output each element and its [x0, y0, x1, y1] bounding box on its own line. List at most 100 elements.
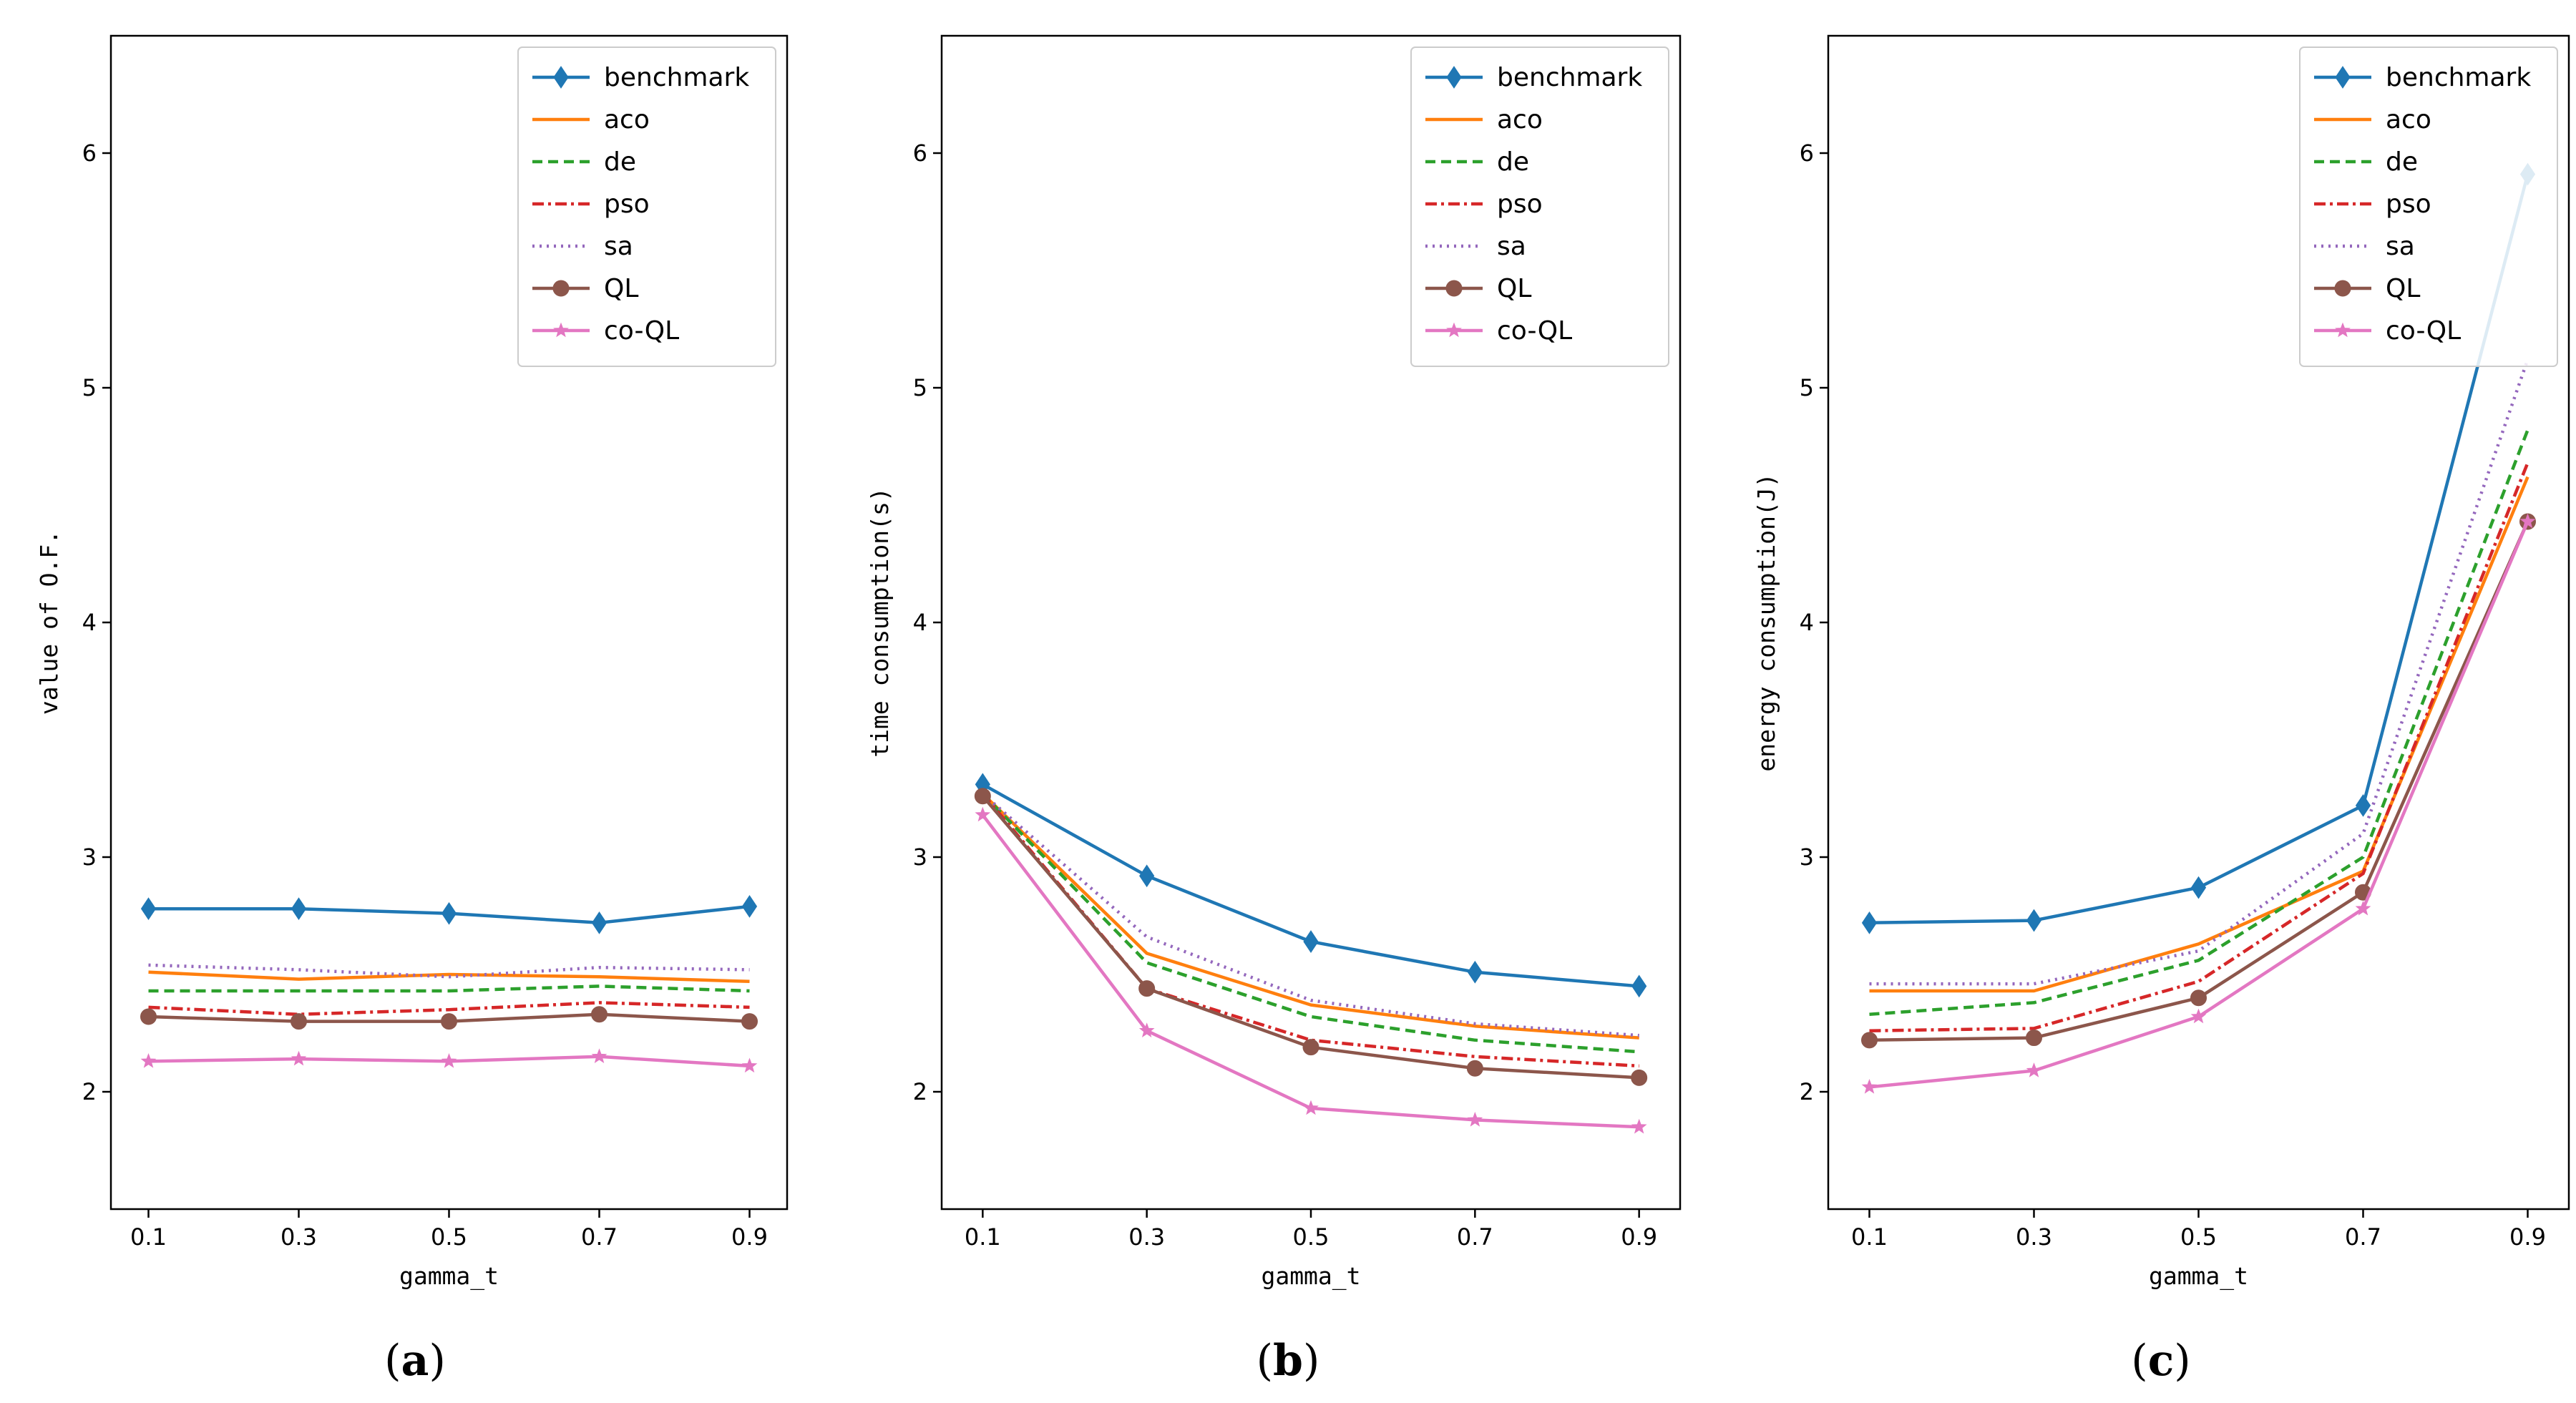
- data-point: [1466, 1060, 1483, 1077]
- series-benchmark: [140, 894, 758, 934]
- data-point: [140, 1008, 157, 1025]
- data-point: [140, 897, 157, 921]
- y-tick-label: 5: [1800, 374, 1814, 401]
- legend-label: pso: [1497, 190, 1543, 219]
- y-tick-label: 6: [913, 140, 927, 167]
- legend-marker: [553, 322, 569, 338]
- series-aco: [981, 792, 1639, 1040]
- legend-label: benchmark: [604, 63, 749, 92]
- data-point: [2355, 900, 2371, 916]
- data-point: [1861, 1078, 1878, 1094]
- data-point: [2026, 909, 2042, 932]
- series-line: [981, 792, 1639, 1054]
- chart-panel-b: 2 3 4 5 6 0.1 0.3 0.5 0.7 0.9 gamma_t time consumpt…: [866, 34, 1682, 1386]
- legend-marker: [553, 66, 569, 89]
- y-tick-label: 3: [82, 844, 97, 871]
- series-ql: [1861, 513, 2536, 1049]
- x-tick-label: 0.3: [2016, 1223, 2052, 1251]
- x-tick-label: 0.7: [581, 1223, 618, 1251]
- series-line: [148, 970, 750, 984]
- panel-label-close-paren: ): [429, 1336, 445, 1386]
- data-point: [2190, 1008, 2207, 1024]
- legend-label: co-QL: [1497, 316, 1572, 346]
- data-point: [441, 901, 457, 925]
- legend-label: sa: [2386, 232, 2415, 261]
- data-point: [1467, 1111, 1483, 1127]
- x-tick-label: 0.5: [431, 1223, 467, 1251]
- y-tick-label: 6: [1800, 140, 1814, 167]
- panel-label-letter: c: [2148, 1336, 2175, 1386]
- data-point: [1303, 1100, 1319, 1115]
- legend: benchmark aco de pso sa QL co-QL: [517, 47, 776, 367]
- legend-marker: [2335, 66, 2351, 89]
- legend-marker: [552, 280, 570, 297]
- y-tick-label: 4: [1800, 609, 1814, 636]
- panel-label-close-paren: ): [1303, 1336, 1319, 1386]
- y-tick-label: 2: [1800, 1078, 1814, 1105]
- series-de: [1869, 429, 2529, 1017]
- series-line: [1869, 476, 2529, 993]
- x-tick-label: 0.5: [1293, 1223, 1330, 1251]
- panel-label-open-paren: (: [384, 1336, 401, 1386]
- legend-label: de: [604, 147, 636, 177]
- y-tick-label: 5: [82, 374, 97, 401]
- chart-panel-c: 2 3 4 5 6 0.1 0.3 0.5 0.7 0.9 gamma_t energy consum…: [1752, 34, 2570, 1386]
- y-tick-label: 6: [82, 140, 97, 167]
- x-tick-label: 0.1: [1851, 1223, 1888, 1251]
- x-tick-label: 0.9: [1621, 1223, 1657, 1251]
- legend-label: QL: [1497, 274, 1531, 303]
- y-tick-label: 4: [913, 609, 927, 636]
- legend-marker: [1446, 322, 1462, 338]
- data-point: [2026, 1062, 2042, 1077]
- legend-label: QL: [2386, 274, 2420, 303]
- legend-box: [1410, 47, 1669, 367]
- x-tick-label: 0.1: [965, 1223, 1001, 1251]
- y-tick-label: 2: [82, 1078, 97, 1105]
- legend-label: pso: [2386, 190, 2431, 219]
- x-tick-label: 0.3: [280, 1223, 317, 1251]
- series-line: [1869, 358, 2529, 986]
- y-tick-label: 4: [82, 609, 97, 636]
- series-line: [982, 783, 1639, 988]
- legend-label: aco: [604, 105, 650, 135]
- panel-label-open-paren: (: [2131, 1336, 2147, 1386]
- data-point: [1139, 864, 1155, 888]
- y-axis-label: energy consumption(J): [1752, 473, 1780, 771]
- series-line: [1869, 521, 2529, 1042]
- y-axis-label: time consumption(s): [866, 487, 894, 758]
- legend: benchmark aco de pso sa QL co-QL: [1410, 47, 1669, 367]
- series-pso: [1869, 462, 2529, 1032]
- legend-label: QL: [604, 274, 638, 303]
- legend-marker: [2334, 280, 2351, 297]
- panel-label-open-paren: (: [1257, 1336, 1273, 1386]
- legend-marker: [2335, 322, 2351, 338]
- y-tick-label: 5: [913, 374, 927, 401]
- x-axis-label: gamma_t: [2149, 1262, 2248, 1291]
- series-line: [148, 1001, 750, 1017]
- series-ql: [974, 788, 1648, 1086]
- data-point: [2355, 793, 2371, 817]
- series-sa: [1869, 358, 2529, 986]
- data-point: [741, 1013, 758, 1030]
- legend-box: [517, 47, 776, 367]
- series-co-ql: [975, 806, 1647, 1134]
- legend-label: benchmark: [2386, 63, 2531, 92]
- panel-label-letter: b: [1273, 1336, 1303, 1386]
- panel-label: (c): [2131, 1336, 2190, 1386]
- y-axis-label: value of O.F.: [35, 530, 63, 715]
- series-line: [1869, 462, 2529, 1032]
- legend-label: sa: [1497, 232, 1526, 261]
- series-line: [148, 963, 750, 979]
- data-point: [1631, 1118, 1647, 1134]
- x-tick-label: 0.9: [731, 1223, 768, 1251]
- series-ql: [140, 1006, 758, 1030]
- data-point: [291, 1050, 307, 1066]
- data-point: [974, 788, 991, 805]
- legend-label: benchmark: [1497, 63, 1642, 92]
- series-line: [148, 984, 750, 993]
- legend-label: pso: [604, 190, 650, 219]
- legend-label: aco: [2386, 105, 2431, 135]
- x-axis-label: gamma_t: [399, 1262, 499, 1291]
- data-point: [2519, 513, 2536, 529]
- series-de: [981, 792, 1639, 1054]
